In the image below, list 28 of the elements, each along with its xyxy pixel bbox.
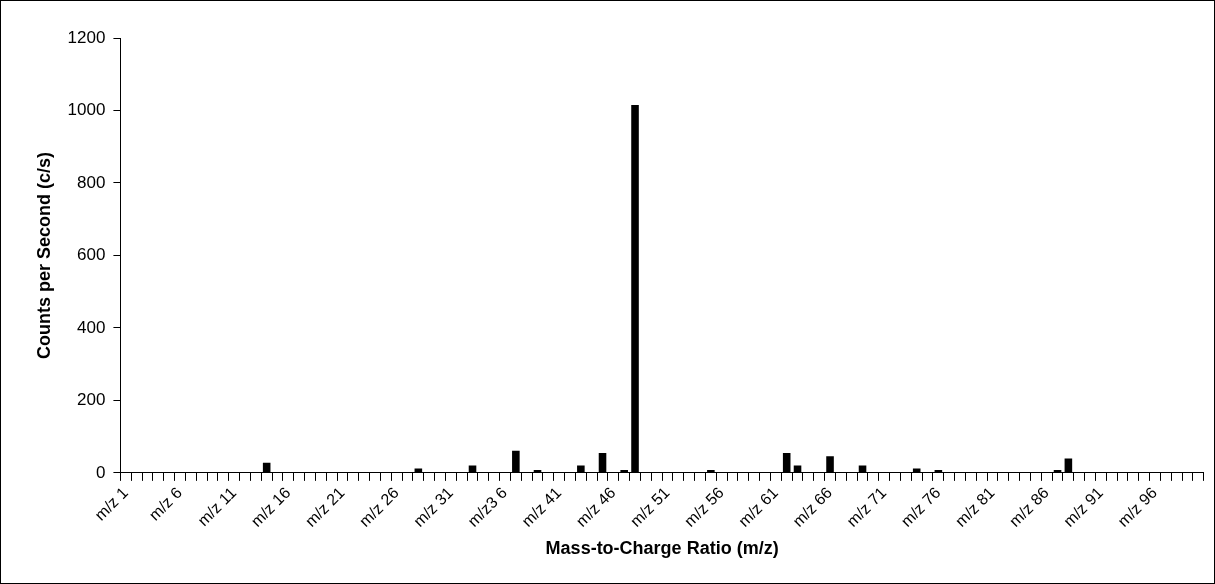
x-tick-label: m/z 51 [626,483,673,530]
x-tick-label: m/z 91 [1060,483,1107,530]
y-tick-label: 200 [77,390,106,410]
x-tick-label: m/z 1 [91,483,132,524]
x-tick-label: m/z 56 [680,483,727,530]
x-tick-label: m/z 71 [843,483,890,530]
x-tick-label: m/z 86 [1005,483,1053,530]
x-tick-label: m/z 66 [789,483,836,530]
x-tick-label: m/z 76 [897,483,944,530]
y-tick-label: 1000 [67,100,106,120]
y-tick-label: 0 [95,462,106,482]
x-axis-title: Mass-to-Charge Ratio (m/z) [545,538,779,559]
y-tick-label: 600 [77,245,106,265]
x-tick-label: m/z 21 [301,483,348,530]
y-tick-label: 1200 [67,27,106,47]
x-tick-label: m/z 61 [735,483,782,530]
x-tick-label: m/z 96 [1114,483,1161,530]
x-tick-label: m/z 26 [355,483,402,530]
x-tick-label: m/z 16 [247,483,294,530]
x-tick-label: m/z 31 [410,483,457,530]
x-tick-label: m/z 11 [194,483,240,530]
x-tick-label: m/z 6 [145,483,186,524]
x-tick-label: m/z 46 [572,483,619,530]
y-axis-title: Counts per Second (c/s) [33,151,54,359]
x-tick-label: m/z 41 [518,483,565,530]
y-tick-label: 400 [77,317,106,337]
x-tick-label: m/z 81 [951,483,998,530]
y-tick-label: 800 [77,172,106,192]
